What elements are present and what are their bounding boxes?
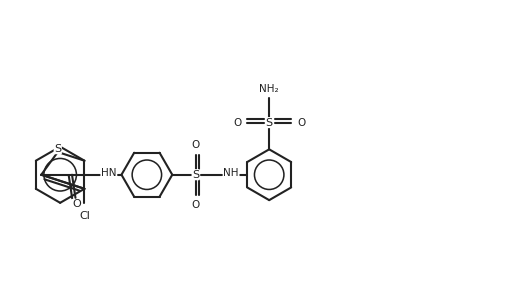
Text: O: O: [297, 118, 306, 128]
Text: NH₂: NH₂: [260, 84, 279, 94]
Text: O: O: [192, 140, 200, 150]
Text: S: S: [54, 144, 61, 154]
Text: HN: HN: [101, 168, 117, 178]
Text: S: S: [266, 118, 273, 128]
Text: Cl: Cl: [79, 210, 90, 221]
Text: O: O: [233, 118, 241, 128]
Text: S: S: [192, 170, 199, 180]
Text: O: O: [192, 200, 200, 210]
Text: O: O: [72, 200, 81, 210]
Text: NH: NH: [223, 168, 239, 178]
